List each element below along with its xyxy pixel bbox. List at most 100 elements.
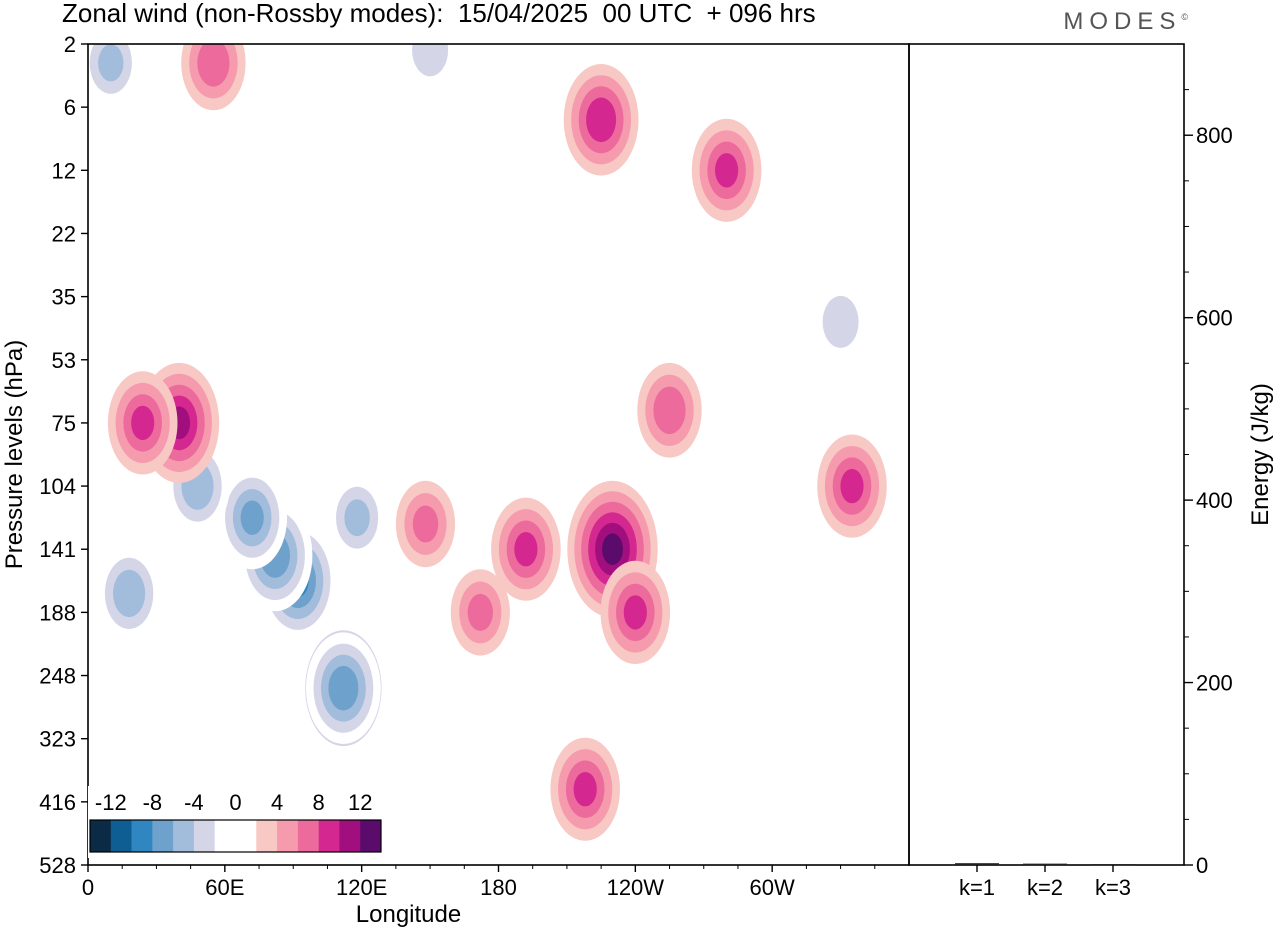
wind-anomaly-1 bbox=[306, 632, 381, 744]
colorbar-legend: -12 -8 -4 0 4 8 12 bbox=[88, 786, 386, 858]
x-axis-title: Longitude bbox=[356, 901, 461, 928]
colorbar-swatch bbox=[90, 820, 112, 852]
y-tick-label: 104 bbox=[39, 474, 76, 499]
energy-category-label: k=1 bbox=[959, 875, 995, 900]
y-tick-label: 248 bbox=[39, 664, 76, 689]
wind-anomaly-23 bbox=[181, 44, 246, 111]
contour-level-8 bbox=[573, 772, 597, 807]
modes-logo: MODES© bbox=[1063, 8, 1188, 36]
wind-anomaly-15 bbox=[107, 371, 178, 475]
logo-text: MODES bbox=[1063, 8, 1182, 35]
y-tick-label: 528 bbox=[39, 853, 76, 878]
energy-axis-title: Energy (J/kg) bbox=[1247, 383, 1274, 526]
colorbar-swatch bbox=[339, 820, 361, 852]
wind-anomaly-22 bbox=[88, 44, 141, 107]
contour-level-6 bbox=[653, 386, 686, 434]
contour-level-6 bbox=[467, 593, 493, 631]
wind-anomaly-19 bbox=[637, 362, 702, 458]
heatmap-plot-area bbox=[88, 44, 887, 841]
contour-level-8 bbox=[131, 405, 155, 441]
heatmap-axes: 0 60E 120E 180 120W 60W Longitude 2 6 12 22 35 53 75 1… bbox=[1, 32, 910, 928]
colorbar-swatch bbox=[318, 820, 340, 852]
chart-title: Zonal wind (non-Rossby modes): 15/04/202… bbox=[62, 0, 816, 28]
energy-bar-panel: 0 200 400 600 800 k=1 k=2 k=3 Energy (J/kg) bbox=[908, 43, 1274, 900]
colorbar-swatch bbox=[277, 820, 299, 852]
energy-bar-k=1 bbox=[955, 863, 999, 865]
contour-level-6 bbox=[197, 44, 230, 87]
colorbar-label: 0 bbox=[229, 790, 241, 815]
y-tick-label: 12 bbox=[52, 158, 76, 183]
y-tick-label: 22 bbox=[52, 221, 76, 246]
colorbar-swatch bbox=[152, 820, 174, 852]
contour-level-8 bbox=[586, 97, 617, 143]
x-tick-label: 60E bbox=[205, 875, 244, 900]
contour-level-8 bbox=[623, 595, 647, 630]
y-tick-label: 323 bbox=[39, 727, 76, 752]
wind-anomaly-18 bbox=[817, 434, 887, 538]
wind-anomaly-17 bbox=[691, 118, 762, 222]
energy-bar-k=3 bbox=[1091, 864, 1135, 866]
y-tick-label: 2 bbox=[64, 32, 76, 57]
wind-anomaly-9 bbox=[450, 569, 510, 656]
energy-tick-label: 0 bbox=[1196, 853, 1208, 878]
y-tick-label: 75 bbox=[52, 411, 76, 436]
y-tick-label: 35 bbox=[52, 285, 76, 310]
colorbar-label: 12 bbox=[348, 790, 372, 815]
contour-level--6 bbox=[344, 499, 370, 537]
colorbar-label: 8 bbox=[312, 790, 324, 815]
wind-anomaly-6 bbox=[96, 546, 162, 641]
wind-anomaly-12 bbox=[600, 560, 671, 665]
contour-level-8 bbox=[840, 468, 864, 504]
y-axis-title: Pressure levels (hPa) bbox=[1, 340, 28, 569]
energy-tick-label: 600 bbox=[1196, 306, 1233, 331]
wind-anomaly-16 bbox=[563, 64, 639, 176]
colorbar-label: -12 bbox=[95, 790, 127, 815]
x-tick-label: 180 bbox=[480, 875, 517, 900]
contour-level-6 bbox=[412, 505, 439, 543]
colorbar-label: -8 bbox=[143, 790, 163, 815]
colorbar-swatch bbox=[131, 820, 153, 852]
x-tick-label: 120W bbox=[607, 875, 665, 900]
colorbar-label: 4 bbox=[271, 790, 283, 815]
wind-anomaly-21 bbox=[813, 282, 868, 361]
colorbar-swatch bbox=[173, 820, 195, 852]
colorbar-swatch bbox=[214, 820, 236, 852]
x-tick-label: 120E bbox=[336, 875, 387, 900]
colorbar-label: -4 bbox=[184, 790, 204, 815]
energy-category-label: k=2 bbox=[1027, 875, 1063, 900]
contour-level-12 bbox=[602, 533, 623, 565]
colorbar-swatch bbox=[110, 820, 132, 852]
energy-category-label: k=3 bbox=[1095, 875, 1131, 900]
x-tick-label: 0 bbox=[82, 875, 94, 900]
energy-bar-k=2 bbox=[1023, 863, 1067, 866]
wind-anomaly-10 bbox=[491, 497, 561, 601]
logo-mark: © bbox=[1181, 12, 1188, 22]
contour-level--6 bbox=[98, 44, 124, 82]
wind-anomaly-13 bbox=[550, 737, 620, 841]
colorbar-swatch bbox=[297, 820, 319, 852]
wind-anomaly-8 bbox=[395, 480, 456, 568]
colorbar-swatch bbox=[256, 820, 278, 852]
y-tick-label: 6 bbox=[64, 95, 76, 120]
colorbar-swatch bbox=[193, 820, 216, 852]
y-tick-label: 141 bbox=[39, 537, 76, 562]
x-tick-label: 60W bbox=[750, 875, 795, 900]
colorbar-frame bbox=[89, 819, 382, 853]
contour-level--4 bbox=[822, 295, 859, 348]
contour-level--4 bbox=[412, 44, 449, 77]
wind-anomaly-20 bbox=[403, 44, 458, 90]
wind-anomaly-7 bbox=[327, 474, 387, 561]
contour-level--8 bbox=[240, 500, 264, 535]
y-tick-label: 188 bbox=[39, 600, 76, 625]
colorbar-swatch bbox=[235, 820, 257, 852]
energy-tick-label: 200 bbox=[1196, 671, 1233, 696]
colorbar-swatch bbox=[360, 820, 382, 852]
energy-tick-label: 400 bbox=[1196, 488, 1233, 513]
contour-level--8 bbox=[328, 665, 359, 711]
contour-level-8 bbox=[514, 532, 538, 567]
energy-tick-label: 800 bbox=[1196, 123, 1233, 148]
wind-anomaly-4 bbox=[217, 466, 287, 570]
contour-level--6 bbox=[113, 569, 146, 618]
contour-level-8 bbox=[715, 153, 739, 188]
